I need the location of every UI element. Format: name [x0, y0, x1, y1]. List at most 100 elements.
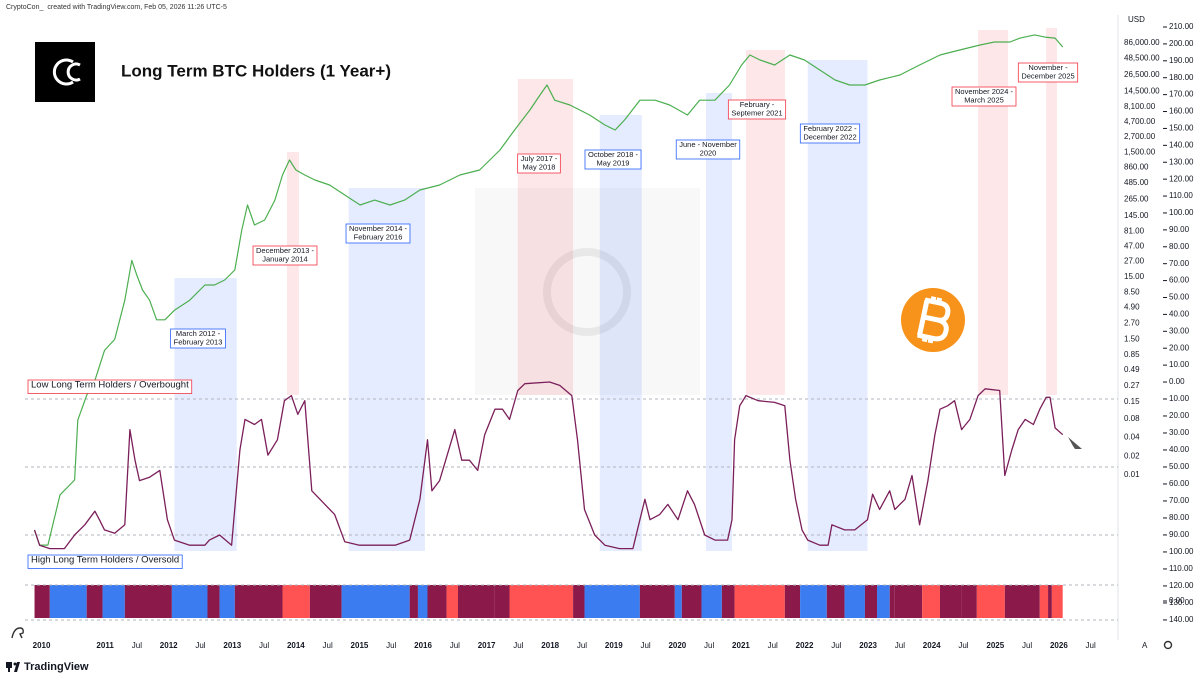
- x-tick-label: 2018: [541, 641, 559, 650]
- x-tick-label: 2017: [478, 641, 496, 650]
- band-segment: [409, 585, 418, 618]
- annotation-box: [727, 99, 787, 120]
- x-tick-label: Jul: [958, 641, 968, 650]
- y-tick-label: 110.00: [1169, 191, 1193, 200]
- band-segment: [721, 585, 735, 618]
- band-segment: [207, 585, 220, 618]
- annotation-text: October 2018 -: [588, 150, 639, 159]
- y-tick-label: 26,500.00: [1124, 70, 1160, 79]
- y-tick-label: 190.00: [1169, 56, 1194, 65]
- x-tick-label: 2011: [96, 641, 114, 650]
- y-tick-label: 81.00: [1124, 227, 1145, 236]
- y-tick-label: 150.00: [1169, 124, 1194, 133]
- annotation-text: February 2013: [174, 337, 223, 346]
- annotation-text: December 2013 -: [256, 246, 314, 255]
- footer-logo-c: [13, 662, 17, 666]
- y-tick-label: 0.04: [1124, 433, 1140, 442]
- y-tick-label: 130.00: [1169, 598, 1194, 607]
- watermark-box: [475, 188, 700, 395]
- x-tick-label: 2014: [287, 641, 305, 650]
- y-tick-label: 0.00: [1169, 377, 1185, 386]
- x-tick-label: Jul: [895, 641, 905, 650]
- band-segment: [894, 585, 923, 618]
- band-segment: [674, 585, 682, 618]
- y-tick-label: 60.00: [1169, 276, 1190, 285]
- y-tick-label: 20.00: [1169, 411, 1190, 420]
- currency-label: USD: [1128, 15, 1145, 24]
- annotation-text: November 2024 -: [955, 87, 1013, 96]
- annotation-text: March 2025: [964, 95, 1004, 104]
- band-segment: [922, 585, 940, 618]
- band-segment: [939, 585, 962, 618]
- band-segment: [219, 585, 235, 618]
- band-segment: [417, 585, 428, 618]
- x-tick-label: Jul: [386, 641, 396, 650]
- y-tick-label: 47.00: [1124, 241, 1145, 250]
- x-tick-label: Jul: [195, 641, 205, 650]
- x-tick-label: Jul: [1086, 641, 1096, 650]
- auto-scale-button[interactable]: A: [1142, 641, 1148, 650]
- y-tick-label: 2.70: [1124, 319, 1140, 328]
- band-segment: [309, 585, 342, 618]
- y-tick-label: 200.00: [1169, 39, 1194, 48]
- annotation-box: [799, 123, 861, 144]
- y-tick-label: 100.00: [1169, 547, 1194, 556]
- y-tick-label: 30.00: [1169, 428, 1190, 437]
- x-tick-label: 2010: [33, 641, 51, 650]
- band-segment: [800, 585, 827, 618]
- x-tick-label: 2022: [796, 641, 814, 650]
- x-tick-label: 2026: [1050, 641, 1068, 650]
- annotation-text: February 2016: [354, 232, 403, 241]
- x-tick-label: Jul: [768, 641, 778, 650]
- y-tick-label: 0.00: [1169, 596, 1185, 605]
- band-segment: [509, 585, 574, 618]
- y-tick-label: 10.00: [1169, 394, 1190, 403]
- y-tick-label: 4,700.00: [1124, 117, 1156, 126]
- y-tick-label: 145.00: [1124, 211, 1149, 220]
- plot: [33, 34, 1064, 618]
- annotation-text: January 2014: [262, 254, 307, 263]
- band-segment: [234, 585, 283, 618]
- band-segment: [639, 585, 675, 618]
- band-segment: [49, 585, 87, 618]
- series-line: [33, 381, 1064, 550]
- logo-inner-c: [66, 62, 81, 82]
- y-tick-label: 50.00: [1169, 293, 1190, 302]
- y-tick-label: 15.00: [1124, 272, 1145, 281]
- y-tick-label: 20.00: [1169, 343, 1190, 352]
- band-segment: [458, 585, 495, 618]
- band-segment: [34, 585, 50, 618]
- annotation-text: July 2017 -: [521, 154, 558, 163]
- y-tick-label: 860.00: [1124, 163, 1149, 172]
- annotation-box: [27, 554, 183, 569]
- y-tick-label: 30.00: [1169, 326, 1190, 335]
- footer-logo-d: [14, 662, 20, 672]
- x-tick-label: 2012: [160, 641, 178, 650]
- y-tick-label: 140.00: [1169, 140, 1194, 149]
- settings-button[interactable]: [1163, 640, 1173, 650]
- period-shade: [705, 93, 733, 551]
- y-tick-label: 0.85: [1124, 350, 1140, 359]
- y-tick-label: 0.15: [1124, 397, 1140, 406]
- y-tick-label: 170.00: [1169, 90, 1194, 99]
- band-segment: [844, 585, 865, 618]
- annotation-box: [252, 245, 318, 266]
- y-tick-label: 0.27: [1124, 381, 1140, 390]
- band-segment: [864, 585, 878, 618]
- brand-logo: [35, 42, 95, 102]
- header-author: CryptoCon_: [6, 4, 43, 11]
- annotation-text: June - November: [679, 140, 737, 149]
- y-tick-label: 265.00: [1124, 195, 1149, 204]
- band-segment: [124, 585, 172, 618]
- annotation-text: December 2022: [803, 132, 856, 141]
- band-segment: [427, 585, 447, 618]
- band-segment: [826, 585, 845, 618]
- band-segment: [86, 585, 103, 618]
- y-tick-label: 1,500.00: [1124, 148, 1156, 157]
- period-shade: [599, 115, 642, 551]
- y-tick-label: 70.00: [1169, 259, 1190, 268]
- y-tick-label: 130.00: [1169, 157, 1194, 166]
- y-tick-label: 10.00: [1169, 360, 1190, 369]
- x-tick-label: 2025: [986, 641, 1004, 650]
